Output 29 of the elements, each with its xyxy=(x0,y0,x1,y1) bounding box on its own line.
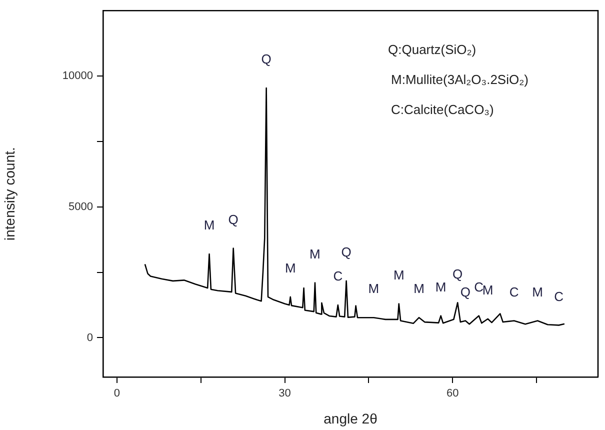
annotation: C xyxy=(333,268,343,284)
x-tick-label: 30 xyxy=(278,388,291,400)
annotation: M:Mullite(3Al₂O₃.2SiO₂) xyxy=(391,72,528,88)
y-tick-label: 10000 xyxy=(62,70,93,82)
annotation: Q xyxy=(228,212,238,227)
annotation: M xyxy=(482,282,494,298)
y-axis-title: intensity count. xyxy=(1,147,18,240)
x-axis-title: angle 2θ xyxy=(324,410,378,426)
annotation: C xyxy=(554,288,564,304)
annotation: M xyxy=(368,281,380,296)
annotation: M xyxy=(532,284,544,300)
annotation: Q xyxy=(341,244,352,260)
annotation: M xyxy=(435,279,446,294)
y-tick-label: 0 xyxy=(86,332,93,344)
annotation: C:Calcite(CaCO₃) xyxy=(391,102,494,118)
x-tick-label: 0 xyxy=(114,388,120,400)
annotation: Q:Quartz(SiO₂) xyxy=(388,42,476,58)
y-tick-label: 5000 xyxy=(68,200,93,213)
annotation: M xyxy=(204,218,215,233)
x-tick-label: 60 xyxy=(446,388,459,400)
annotation: Q xyxy=(460,284,471,300)
annotation: Q xyxy=(261,52,272,67)
annotation: M xyxy=(310,246,320,262)
annotation: C xyxy=(474,279,484,294)
annotation: C xyxy=(509,284,519,300)
annotation: M xyxy=(393,267,404,282)
annotation: M xyxy=(284,260,296,276)
annotation: Q xyxy=(452,266,463,282)
annotation: M xyxy=(414,281,424,296)
